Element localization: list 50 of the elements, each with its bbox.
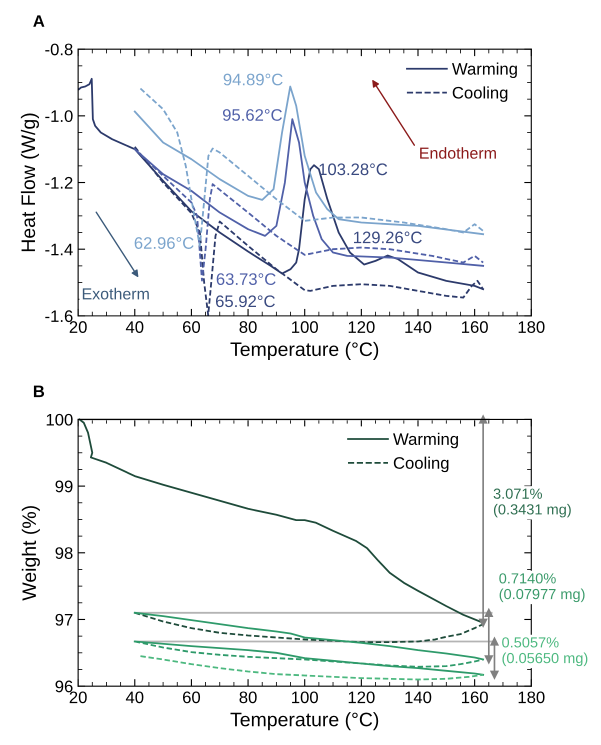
annotation: 0.7140% (0.07977 mg)	[499, 573, 585, 602]
y-axis-title: Weight (%)	[22, 506, 40, 601]
annotation: 65.92°C	[216, 295, 275, 308]
annotation: 103.28°C	[319, 163, 388, 176]
x-tick-label: 20	[70, 691, 87, 704]
y-tick-label: -1.2	[45, 176, 72, 189]
x-tick-label: 120	[348, 691, 375, 704]
x-tick-label: 120	[348, 321, 375, 333]
x-tick-label: 180	[518, 321, 545, 333]
y-tick-label: 100	[46, 414, 73, 426]
legend-label: Warming	[452, 62, 517, 78]
x-tick-label: 60	[182, 321, 200, 333]
x-tick-label: 160	[462, 321, 488, 333]
y-axis-title: Heat Flow (W/g)	[20, 114, 39, 252]
chart-title: A	[33, 15, 44, 27]
legend-label: Cooling	[452, 86, 508, 102]
x-axis-title: Temperature (°C)	[230, 712, 378, 730]
y-tick-label: 99	[56, 480, 72, 492]
x-tick-label: 160	[462, 691, 488, 704]
x-tick-label: 180	[518, 691, 545, 704]
x-tick-label: 140	[405, 691, 432, 704]
annotation: Endotherm	[420, 147, 496, 159]
y-tick-label: -0.8	[45, 44, 73, 56]
x-tick-label: 140	[405, 321, 432, 333]
x-tick-label: 40	[126, 321, 144, 333]
annotation: 95.62°C	[222, 109, 282, 121]
x-tick-label: 40	[126, 691, 144, 704]
annotation: 0.5057% (0.05650 mg)	[502, 637, 588, 666]
annotation: 62.96°C	[134, 237, 194, 249]
annotation: 3.071% (0.3431 mg)	[494, 488, 571, 518]
legend-label: Cooling	[394, 456, 448, 472]
annotation: 63.73°C	[216, 273, 276, 286]
x-tick-label: 80	[240, 321, 257, 333]
y-tick-label: -1.6	[45, 310, 73, 322]
annotation: Exotherm	[82, 288, 149, 300]
annotation: 94.89°C	[224, 74, 283, 86]
x-tick-label: 100	[292, 321, 318, 333]
y-tick-label: 96	[56, 680, 73, 692]
y-tick-label: -1.0	[45, 110, 73, 122]
x-tick-label: 20	[70, 321, 87, 333]
x-tick-label: 80	[240, 691, 257, 704]
x-tick-label: 100	[292, 691, 318, 704]
y-tick-label: -1.4	[45, 244, 73, 256]
annotation: 129.26°C	[354, 232, 422, 244]
x-tick-label: 60	[182, 691, 200, 704]
y-tick-label: 97	[56, 614, 72, 626]
x-axis-title: Temperature (°C)	[230, 342, 378, 360]
y-tick-label: 98	[56, 547, 73, 559]
chart-title: B	[34, 386, 44, 398]
legend-label: Warming	[393, 432, 458, 448]
